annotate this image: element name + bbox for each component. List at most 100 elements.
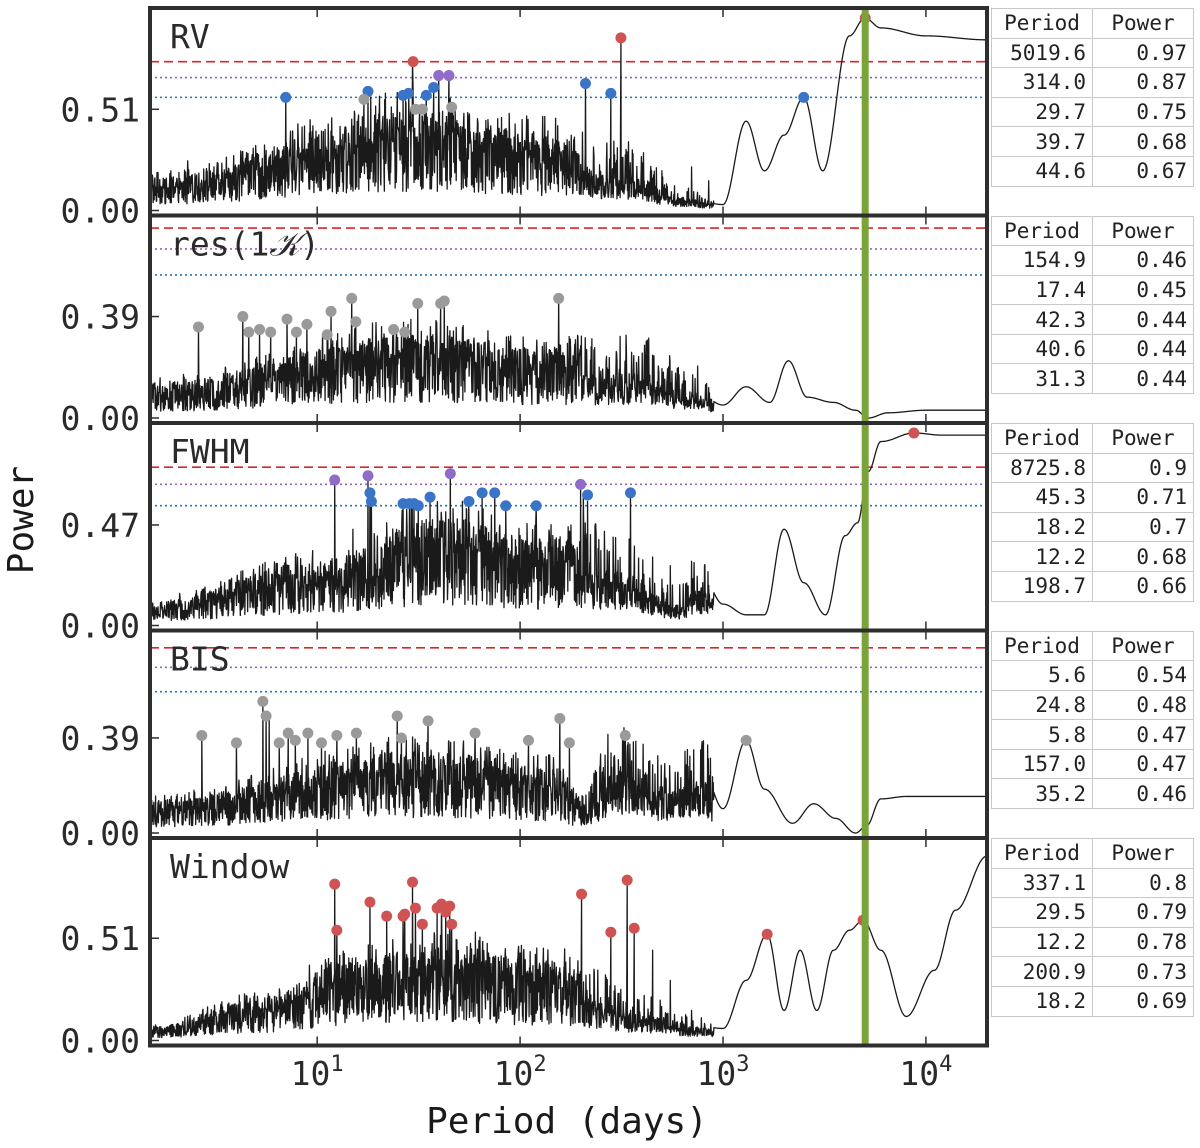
peak-marker [350,727,362,739]
peak-marker [489,487,501,499]
peak-marker [422,715,434,727]
peak-marker [409,902,421,914]
panel-plot-area [150,12,987,209]
table-header: Power [1092,630,1194,662]
peak-marker [265,326,277,338]
x-axis-label: Period (days) [426,1101,708,1142]
peak-marker [443,70,455,82]
table-cell-power: 0.45 [1092,274,1194,306]
table-row: 200.9 0.73 [991,956,1194,987]
periodogram-line [150,297,987,419]
peak-marker [230,737,242,749]
panel-label-close: ) [300,225,320,264]
peak-marker [329,878,341,890]
table-cell-period: 200.9 [991,956,1093,987]
peak-marker [282,727,294,739]
periodogram-line [150,432,987,622]
table-cell-power: 0.44 [1092,333,1194,365]
peak-marker [315,737,327,749]
table-cell-period: 18.2 [991,511,1093,543]
peak-marker [420,89,432,101]
x-tick-exponent: 1 [330,1052,343,1077]
peak-marker [260,710,272,722]
table-row: 314.0 0.87 [991,67,1194,98]
peak-marker [362,470,374,482]
table-header: Period [991,838,1093,869]
x-tick-label: 103 [697,1052,750,1093]
peak-marker [628,922,640,934]
periodogram-line [150,17,987,209]
peak-marker [192,321,204,333]
table-cell-power: 0.75 [1092,96,1194,128]
table-row: 18.2 0.69 [991,985,1194,1017]
peak-table: Period Power 8725.8 0.9 45.3 0.71 18.2 0.7 12.2 0… [991,423,1194,602]
peak-marker [399,326,411,338]
table-row: 29.7 0.75 [991,96,1194,128]
x-tick-base: 10 [291,1054,331,1093]
peak-marker [365,495,377,507]
x-tick-labels: 101 102 103 104 [291,1052,953,1093]
x-tick-label: 104 [899,1052,952,1093]
peak-marker [196,730,208,742]
table-cell-period: 5019.6 [991,37,1093,69]
table-cell-period: 39.7 [991,126,1093,157]
peak-marker [395,732,407,744]
panel-3: 0.00 0.47 FWHM [61,421,989,646]
peak-marker [302,727,314,739]
table-row: 8725.8 0.9 [991,452,1194,484]
peak-marker [280,91,292,103]
table-cell-period: 5.6 [991,660,1093,691]
peak-marker [412,298,424,310]
peak-marker [908,427,920,439]
peak-marker [416,103,428,115]
peak-marker [554,712,566,724]
panel-4: 0.00 0.39 BIS [61,628,989,853]
table-cell-power: 0.47 [1092,719,1194,750]
peak-marker [433,70,445,82]
y-tick-label: 0.00 [61,1022,140,1061]
peak-marker [500,500,512,512]
peak-marker [321,329,333,341]
panel-label: BIS [170,640,230,679]
table-header-row: Period Power [991,630,1194,662]
table-cell-power: 0.48 [1092,689,1194,721]
table-header: Period [991,630,1093,662]
peak-table: Period Power 154.9 0.46 17.4 0.45 42.3 0.44 40.6… [991,215,1194,395]
periodogram-line [150,700,987,834]
table-row: 42.3 0.44 [991,304,1194,335]
table-cell-power: 0.79 [1092,897,1194,928]
table-cell-power: 0.9 [1092,452,1194,484]
peak-marker [615,32,627,44]
table-cell-power: 0.46 [1092,778,1194,810]
table-row: 44.6 0.67 [991,155,1194,187]
table-row: 337.1 0.8 [991,867,1194,899]
table-row: 17.4 0.45 [991,274,1194,306]
table-cell-power: 0.67 [1092,155,1194,187]
peak-marker [476,487,488,499]
table-row: 31.3 0.44 [991,363,1194,395]
peak-marker [388,324,400,336]
y-tick-label: 0.51 [61,919,140,958]
peak-marker [237,311,249,323]
peak-marker [346,292,358,304]
peak-marker [273,737,285,749]
x-tick-base: 10 [494,1054,534,1093]
table-header-row: Period Power [991,838,1194,869]
table-cell-period: 35.2 [991,778,1093,810]
panel-label-text: res(1 [170,225,269,264]
periodogram-line [150,855,987,1039]
y-tick-label: 0.39 [61,719,140,758]
peak-marker [358,93,370,105]
table-cell-period: 314.0 [991,67,1093,98]
table-cell-power: 0.8 [1092,867,1194,899]
panel-label: FWHM [170,432,249,471]
table-cell-period: 29.5 [991,897,1093,928]
table-cell-power: 0.97 [1092,37,1194,69]
peak-marker [329,474,341,486]
table-row: 5.8 0.47 [991,719,1194,750]
peak-marker [424,491,436,503]
table-row: 39.7 0.68 [991,126,1194,157]
table-header: Power [1092,838,1194,869]
table-cell-power: 0.78 [1092,926,1194,958]
